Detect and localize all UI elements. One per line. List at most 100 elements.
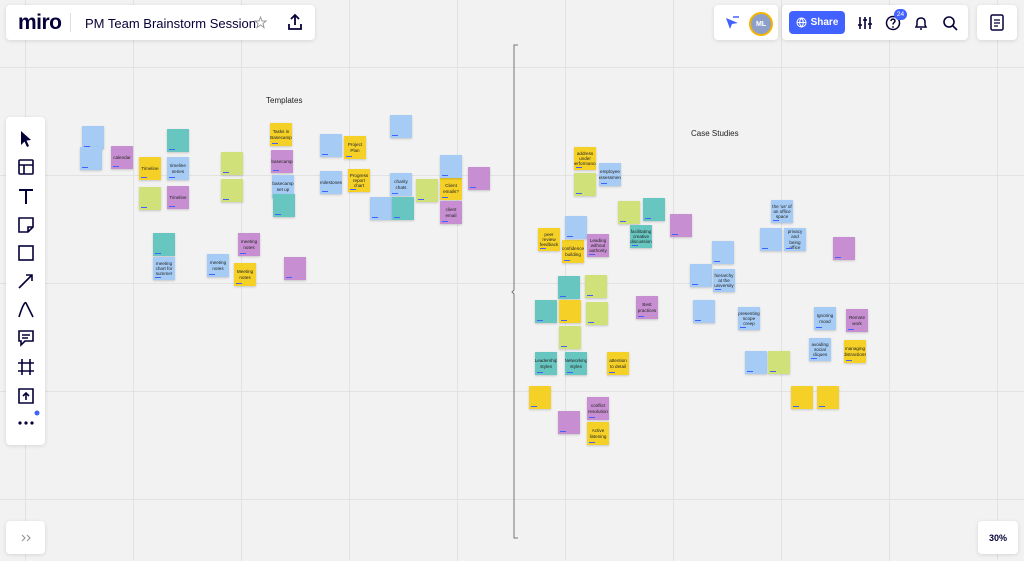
help-icon[interactable] [885, 15, 901, 31]
sticky-note[interactable] [558, 276, 580, 299]
sticky-note[interactable]: attention to detail [607, 352, 629, 375]
logo[interactable]: miro [18, 11, 62, 34]
sticky-note[interactable]: facilitating creative discussion [630, 225, 652, 248]
sticky-note[interactable] [574, 173, 596, 196]
sticky-note[interactable] [585, 275, 607, 298]
sticky-note[interactable] [768, 351, 790, 374]
sticky-note[interactable] [440, 155, 462, 178]
sticky-note[interactable]: Leading without authority [587, 234, 609, 257]
sticky-note[interactable] [320, 134, 342, 157]
sticky-note[interactable] [468, 167, 490, 190]
pen-tool[interactable] [18, 301, 34, 318]
sticky-note[interactable]: meeting notes [207, 254, 229, 277]
select-tool[interactable] [21, 131, 31, 147]
sticky-note[interactable] [370, 197, 392, 220]
sticky-note[interactable]: hierarchy at the university [713, 269, 735, 292]
frame-tool[interactable] [18, 359, 34, 375]
sticky-note[interactable]: milestones [320, 171, 342, 194]
expand-button[interactable] [6, 521, 45, 554]
sticky-note[interactable]: Networking styles [565, 352, 587, 375]
sticky-note[interactable]: Client emails? [440, 177, 462, 200]
sticky-note[interactable]: peer review feedback [538, 228, 560, 251]
zoom-level[interactable]: 30% [978, 521, 1018, 554]
sticky-note[interactable]: charity chats [390, 173, 412, 196]
sticky-note[interactable]: Active listening [587, 422, 609, 445]
sticky-note[interactable]: meeting notes [238, 233, 260, 256]
sticky-note[interactable] [712, 241, 734, 264]
sticky-note[interactable]: Project Plan [344, 136, 366, 159]
sticky-note[interactable] [559, 326, 581, 349]
sticky-note[interactable]: Best practices [636, 296, 658, 319]
board-title[interactable]: PM Team Brainstorm Session [85, 16, 256, 31]
sticky-note[interactable] [535, 300, 557, 323]
sticky-note[interactable]: presenting scope creep [738, 307, 760, 330]
sticky-note[interactable] [745, 351, 767, 374]
sticky-note[interactable] [390, 115, 412, 138]
sticky-note[interactable]: address under performance [574, 147, 596, 170]
sticky-note[interactable]: conflict resolution [587, 397, 609, 420]
sticky-note[interactable] [139, 187, 161, 210]
sticky-note[interactable] [693, 300, 715, 323]
star-icon[interactable] [254, 16, 267, 29]
sticky-note[interactable]: employee assessment [599, 163, 621, 186]
sticky-note[interactable] [221, 179, 243, 202]
sticky-note[interactable]: confidence building [562, 240, 584, 263]
sticky-note[interactable]: the 'us' of an office space [771, 200, 793, 223]
sticky-note[interactable] [392, 197, 414, 220]
text-tool[interactable] [19, 189, 33, 204]
sticky-note[interactable] [82, 126, 104, 149]
shape-tool[interactable] [18, 245, 34, 261]
sticky-note[interactable]: Leadership styles [535, 352, 557, 375]
sticky-note[interactable] [80, 147, 102, 170]
sticky-note[interactable] [416, 179, 438, 202]
sticky-note[interactable] [153, 233, 175, 256]
sticky-note[interactable]: calendar [111, 146, 133, 169]
sticky-note[interactable] [791, 386, 813, 409]
bell-icon[interactable] [913, 15, 929, 31]
sticky-note[interactable]: privacy and being office [784, 228, 806, 251]
sticky-note[interactable]: Timeline [167, 186, 189, 209]
sticky-note[interactable]: meeting chart for summer [153, 257, 175, 280]
arrow-tool[interactable] [18, 274, 33, 289]
sticky-note[interactable] [559, 300, 581, 323]
sticky-note[interactable] [221, 152, 243, 175]
comment-tool[interactable] [18, 330, 34, 347]
sticky-note[interactable]: Tasks in Basecamp [270, 123, 292, 146]
sticky-note[interactable]: Timeline [139, 157, 161, 180]
sticky-note[interactable] [618, 201, 640, 224]
more-tools[interactable] [18, 421, 34, 425]
sticky-note[interactable] [643, 198, 665, 221]
sticky-note[interactable]: Progress report chart [348, 169, 370, 192]
export-icon[interactable] [286, 13, 304, 31]
cursor-icon[interactable] [724, 15, 740, 31]
share-button[interactable]: Share [789, 11, 845, 34]
sticky-note[interactable] [558, 411, 580, 434]
sticky-note[interactable] [586, 302, 608, 325]
sticky-note[interactable] [565, 216, 587, 239]
upload-tool[interactable] [18, 388, 34, 404]
settings-icon[interactable] [857, 15, 873, 31]
notes-panel-button[interactable] [977, 5, 1017, 40]
sticky-note[interactable]: managing distractions [844, 340, 866, 363]
sticky-note[interactable]: Remote work [846, 309, 868, 332]
avatar[interactable]: ML [749, 12, 773, 36]
sticky-tool[interactable] [18, 217, 34, 233]
sticky-note[interactable]: Ignoring mood [814, 307, 836, 330]
sticky-note[interactable]: avoiding social cliques [809, 338, 831, 361]
sticky-note[interactable]: client email [440, 201, 462, 224]
sticky-note[interactable] [670, 214, 692, 237]
template-tool[interactable] [18, 159, 34, 175]
sticky-note[interactable] [167, 129, 189, 152]
sticky-note[interactable] [273, 194, 295, 217]
sticky-note[interactable]: Meeting notes [234, 263, 256, 286]
search-icon[interactable] [942, 15, 958, 31]
sticky-note[interactable] [529, 386, 551, 409]
sticky-note[interactable] [760, 228, 782, 251]
sticky-note[interactable] [833, 237, 855, 260]
sticky-note[interactable] [817, 386, 839, 409]
sticky-note[interactable] [284, 257, 306, 280]
sticky-note[interactable]: basecamp [271, 150, 293, 173]
sticky-note[interactable] [690, 264, 712, 287]
sticky-note[interactable]: timeline series [167, 157, 189, 180]
